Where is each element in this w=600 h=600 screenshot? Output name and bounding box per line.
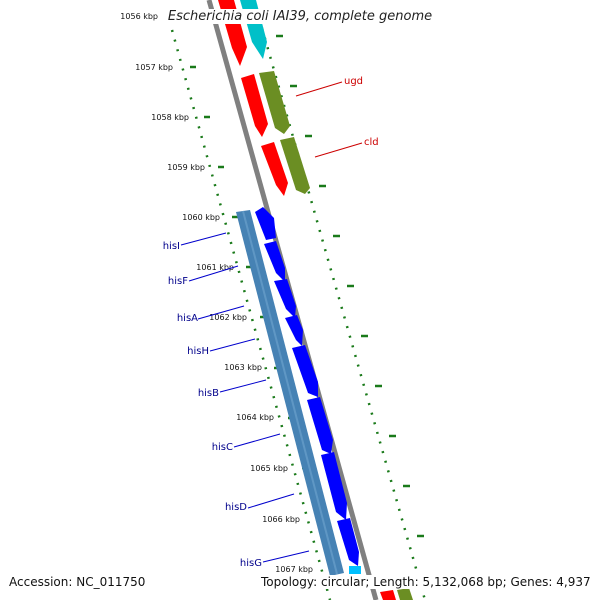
gene-feature-cld[interactable] (280, 137, 310, 194)
kbp-label: 1058 kbp (151, 113, 189, 122)
gene-feature-olive[interactable] (397, 588, 413, 600)
gene-label-hisI[interactable]: hisI (163, 241, 180, 252)
gene-label-hisC[interactable]: hisC (212, 442, 233, 453)
kbp-label: 1056 kbp (120, 12, 158, 21)
gene-label-hisD[interactable]: hisD (225, 502, 247, 513)
accession-text: Accession: NC_011750 (9, 575, 146, 589)
gene-feature-cyan[interactable] (349, 566, 361, 574)
kbp-label: 1064 kbp (236, 413, 274, 422)
kbp-label: 1066 kbp (262, 515, 300, 524)
kbp-labels: 1056 kbp 1057 kbp 1058 kbp 1059 kbp 1060… (120, 12, 313, 574)
gene-feature-hisB[interactable] (292, 345, 318, 397)
gene-label-hisG[interactable]: hisG (240, 558, 262, 569)
gene-feature-hisC[interactable] (307, 397, 333, 454)
map-title: Escherichia coli IAI39, complete genome (165, 9, 435, 24)
gene-feature-red[interactable] (380, 590, 396, 600)
gene-feature-hisH[interactable] (285, 315, 303, 346)
right-gene-labels: ugd cld (295, 76, 379, 158)
kbp-label: 1062 kbp (209, 313, 247, 322)
gene-feature-hisF[interactable] (264, 241, 285, 282)
gene-feature-hisA[interactable] (274, 279, 296, 318)
gene-label-ugd[interactable]: ugd (344, 76, 363, 87)
gene-feature-ugd[interactable] (259, 71, 290, 134)
gene-label-cld[interactable]: cld (364, 137, 379, 148)
kbp-label: 1061 kbp (196, 263, 234, 272)
kbp-label: 1057 kbp (135, 63, 173, 72)
kbp-label: 1059 kbp (167, 163, 205, 172)
gene-feature-red[interactable] (261, 142, 288, 196)
gene-label-hisF[interactable]: hisF (168, 276, 188, 287)
left-gene-labels: hisI hisF hisA hisH hisB hisC hisD hisG (163, 232, 310, 569)
kbp-label: 1067 kbp (275, 565, 313, 574)
gene-label-hisH[interactable]: hisH (187, 346, 209, 357)
outer-major-ticks (276, 34, 424, 538)
kbp-label: 1063 kbp (224, 363, 262, 372)
kbp-label: 1065 kbp (250, 464, 288, 473)
kbp-label: 1060 kbp (182, 213, 220, 222)
gene-label-hisB[interactable]: hisB (198, 388, 219, 399)
map-title-container: Escherichia coli IAI39, complete genome (0, 9, 600, 24)
gene-feature-hisD[interactable] (321, 452, 347, 520)
his-genes (255, 207, 359, 566)
gene-feature-hisI[interactable] (255, 207, 276, 240)
genome-stats-text: Topology: circular; Length: 5,132,068 bp… (261, 575, 591, 589)
gene-label-hisA[interactable]: hisA (177, 313, 198, 324)
gene-feature-hisG[interactable] (337, 518, 359, 566)
gene-feature-red[interactable] (241, 74, 268, 137)
